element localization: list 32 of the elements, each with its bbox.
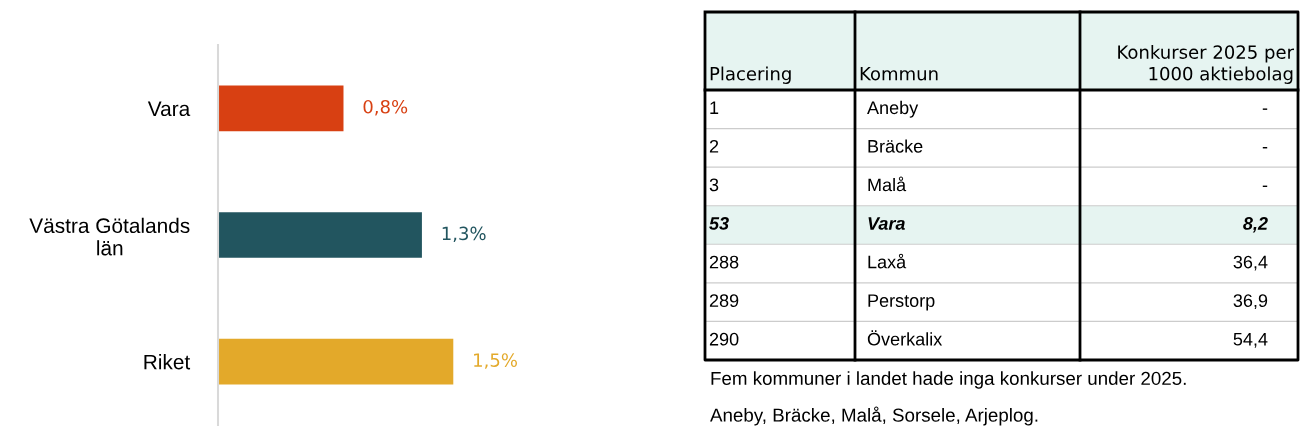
text: Bräcke: [868, 139, 923, 153]
category-label: Placering: [710, 66, 791, 84]
y-tick-label: Västra Götalands län: [29, 217, 190, 256]
text: 2: [709, 139, 719, 153]
text: Laxå: [868, 253, 907, 269]
text: -: [1262, 147, 1268, 149]
text: 8,2: [1243, 217, 1268, 233]
text: 288: [709, 255, 739, 269]
text: Fem kommuner i landet hade inga konkurser under 2025.: [711, 371, 1186, 389]
data-label: 0,8%: [363, 99, 408, 116]
text: Perstorp: [868, 294, 935, 311]
text: 36,4: [1233, 255, 1268, 271]
text: 1: [710, 101, 719, 114]
text: Vara: [868, 217, 905, 230]
text: 290: [709, 332, 739, 346]
text: 54,4: [1233, 332, 1268, 348]
text: -: [1262, 185, 1268, 188]
text: 36,9: [1233, 294, 1268, 310]
data-label: 1,5%: [474, 353, 517, 369]
text: Överkalix: [867, 330, 943, 346]
text: Aneby: [867, 100, 919, 118]
text: 289: [709, 294, 739, 307]
y-tick-label: Vara: [147, 101, 191, 117]
text: 3: [709, 178, 719, 192]
text: Malå: [868, 176, 907, 192]
y-tick-label: Riket: [144, 354, 191, 370]
text: 53: [709, 217, 729, 230]
category-label: Kommun: [860, 67, 938, 81]
text: -: [1262, 108, 1268, 110]
data-label: 1,3%: [442, 226, 486, 243]
text: Aneby, Bräcke, Malå, Sorsele, Arjeplog.: [710, 406, 1038, 426]
category-label: Konkurser 2025 per 1000 aktiebolag: [1118, 44, 1294, 84]
